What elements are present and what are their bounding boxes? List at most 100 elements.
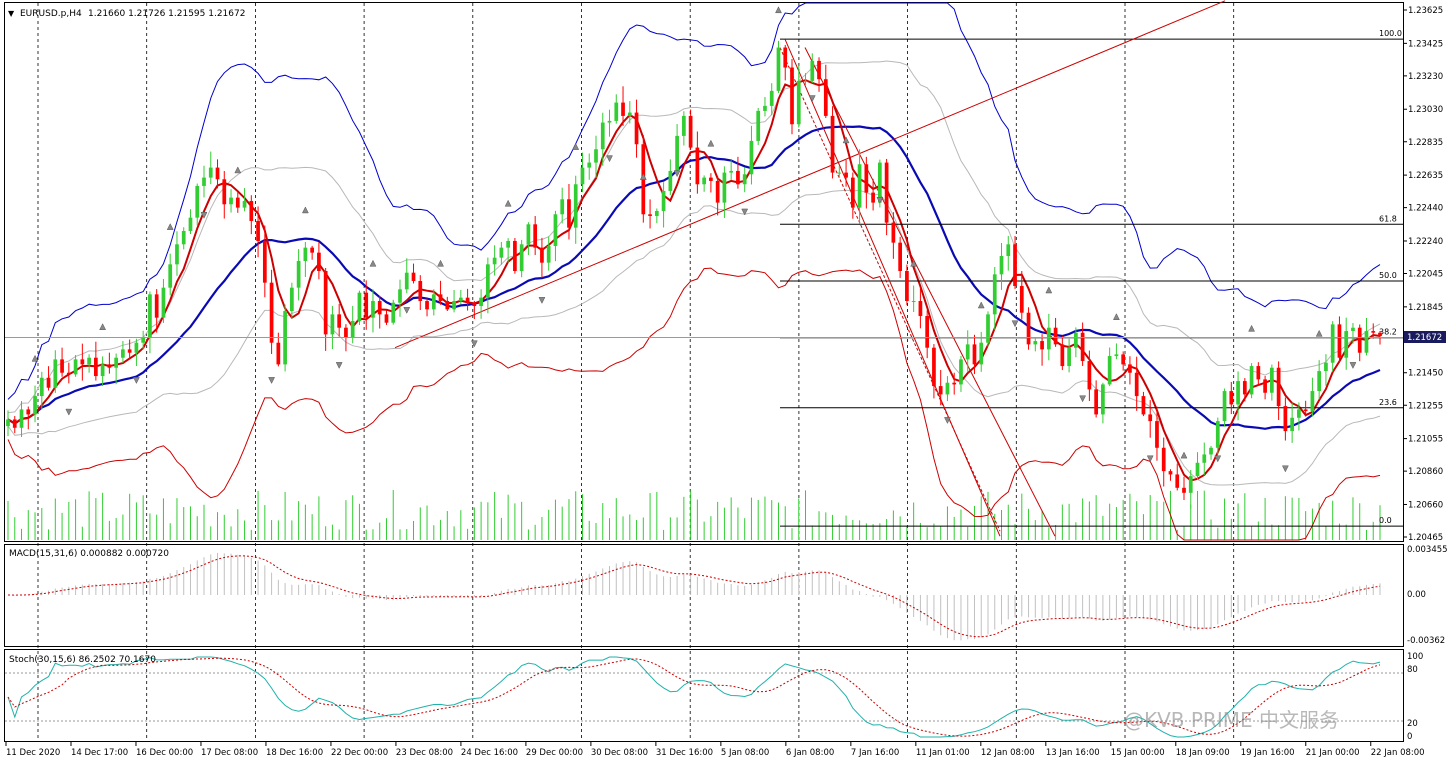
candle-body [398,289,402,303]
candle-body [19,409,24,428]
price-tick-label: 1.23625 [1408,6,1443,16]
candle-body [479,297,483,307]
fractal-up-marker [99,323,107,330]
candle-body [1249,366,1254,395]
fractal-down-marker [944,417,951,424]
candle-body [959,359,963,385]
fractal-down-marker [1011,320,1019,328]
candle-body [1141,396,1146,415]
price-tick-label: 1.21845 [1408,303,1443,313]
candle-body [60,359,64,373]
time-tick-label: 22 Dec 00:00 [331,748,388,758]
candle-body [1195,462,1200,477]
macd-histogram [7,552,1381,641]
time-tick-label: 15 Jan 00:00 [1111,748,1165,758]
time-tick-label: 24 Dec 16:00 [461,748,518,758]
candle-body [567,199,571,228]
candle-body [682,115,686,136]
candle-body [736,170,740,185]
candle-body [803,80,808,82]
candle-body [458,297,463,302]
fractal-down-marker [808,95,816,103]
candle-body [303,247,308,261]
candle-body [729,170,734,173]
fib-diagonal [779,47,1001,532]
candle-body [884,162,889,223]
macd-label: MACD(15,31,6) 0.000882 0.000720 [9,549,169,559]
inner-lower-band-line [7,189,1381,486]
fractal-up-marker [977,301,985,309]
fractal-down-marker [403,307,411,314]
candle-body [411,272,416,282]
price-tick-label: 1.22240 [1408,237,1443,247]
candle-body [594,149,598,163]
candle-body [688,115,693,148]
fractal-down-marker [538,297,546,304]
candle-body [12,419,17,428]
price-tick-label: 1.23030 [1408,105,1443,115]
fractal-down-marker [470,340,478,348]
candle-body [114,357,118,368]
candle-body [1344,331,1349,358]
candle-body [202,177,206,186]
stoch-level-20: 20 [1407,719,1418,729]
candle-body [1114,354,1119,357]
fractal-markers [31,6,1357,473]
candle-body [1364,331,1369,353]
candle-body [506,240,510,248]
price-tick-label: 1.23425 [1408,39,1443,49]
candle-body [100,364,105,377]
candle-body [1121,354,1126,365]
price-tick-label: 1.22440 [1408,204,1443,214]
candle-body [1168,471,1173,475]
time-tick-label: 6 Jan 08:00 [786,748,834,758]
candle-body [377,301,382,315]
candle-body [1128,364,1132,373]
time-tick-label: 13 Jan 16:00 [1046,748,1100,758]
stochastic-lines [5,656,1403,738]
watermark: @KVB PRIME 中文服务 [1124,708,1339,732]
ohlc-values: 1.21660 1.21726 1.21595 1.21672 [88,9,245,19]
macd-signal-line [7,555,1381,638]
fractal-down-marker [335,362,343,369]
candle-body [1033,341,1038,345]
candle-body [1283,406,1288,432]
collapse-arrow-icon[interactable]: ▼ [8,9,15,18]
stoch-level-0: 0 [1407,732,1412,742]
candle-body [181,230,186,245]
time-tick-label: 11 Jan 01:00 [916,748,970,758]
fractal-up-marker [504,199,512,207]
candle-body [986,314,990,343]
candle-body [1148,414,1153,422]
candle-body [844,172,848,178]
fractal-up-marker [1248,324,1255,332]
price-tick-label: 1.20860 [1408,467,1443,477]
candle-body [627,112,632,116]
candle-body [127,349,132,353]
candle-body [208,167,213,178]
candle-body [323,270,328,335]
fractal-down-marker [1146,455,1154,463]
candle-body [1053,327,1058,345]
candle-body [587,162,592,168]
candle-body [188,217,193,231]
price-tick-label: 1.21055 [1408,435,1443,445]
candle-body [965,344,970,360]
time-tick-label: 7 Jan 16:00 [851,748,899,758]
candle-body [1222,391,1227,422]
candle-body [533,224,538,248]
price-tick-label: 1.22045 [1408,270,1443,280]
candle-body [607,120,612,123]
candle-body [749,140,754,175]
candle-body [776,47,781,91]
time-tick-label: 31 Dec 16:00 [656,748,713,758]
stoch-level-80: 80 [1407,665,1418,675]
fractal-up-marker [1315,329,1323,337]
candle-body [925,316,930,348]
candle-body [1351,327,1355,332]
fractal-up-marker [572,143,580,150]
candle-body [573,184,578,228]
candle-body [1378,332,1382,337]
time-tick-label: 21 Jan 00:00 [1306,748,1360,758]
